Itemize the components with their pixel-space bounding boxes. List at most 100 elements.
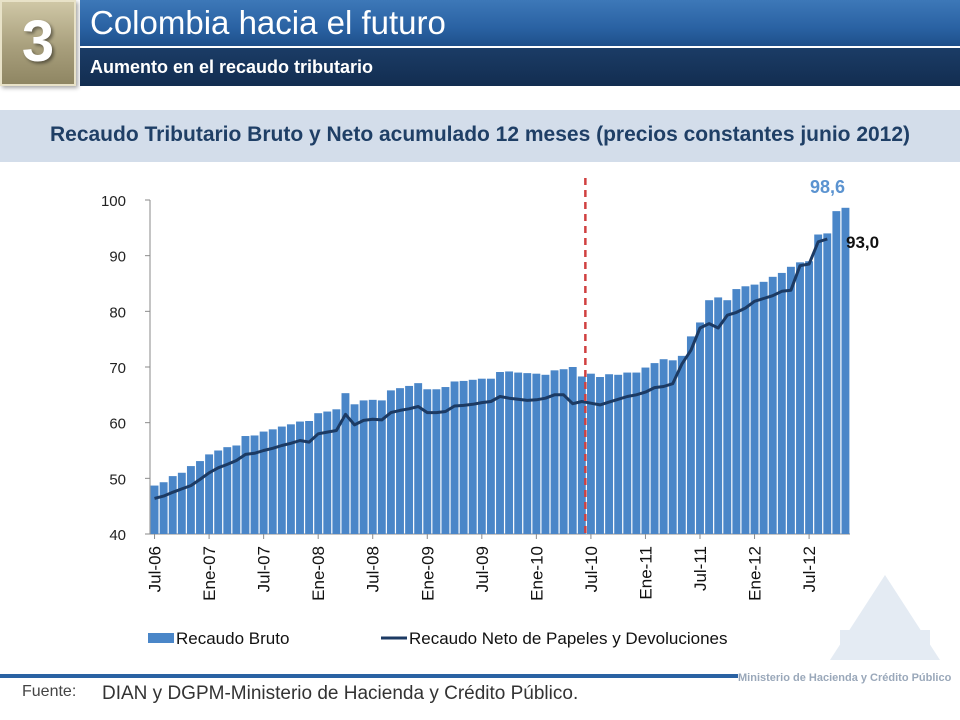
bar-recaudo-bruto [232, 445, 241, 534]
chart-title: Recaudo Tributario Bruto y Neto acumulad… [49, 123, 911, 146]
x-tick-label: Jul-08 [364, 546, 383, 592]
bar-recaudo-bruto [632, 372, 641, 534]
annotation-neto-last: 93,0 [846, 233, 879, 252]
bar-recaudo-bruto [332, 409, 341, 534]
x-tick-label: Jul-12 [800, 546, 819, 592]
bar-recaudo-bruto [768, 276, 777, 534]
bar-recaudo-bruto [214, 450, 223, 534]
y-tick-label: 50 [109, 471, 126, 488]
bar-recaudo-bruto [568, 367, 577, 534]
x-tick-label: Jul-10 [582, 546, 601, 592]
y-tick-label: 80 [109, 304, 126, 321]
bar-recaudo-bruto [659, 359, 668, 534]
bar-recaudo-bruto [277, 426, 286, 534]
bar-recaudo-bruto [586, 373, 595, 534]
bar-recaudo-bruto [823, 233, 832, 534]
bar-recaudo-bruto [714, 297, 723, 534]
bar-recaudo-bruto [359, 400, 368, 534]
bar-recaudo-bruto [350, 404, 359, 534]
bar-recaudo-bruto [777, 272, 786, 534]
bar-recaudo-bruto [377, 400, 386, 534]
y-tick-label: 70 [109, 360, 126, 377]
bar-recaudo-bruto [296, 421, 304, 534]
bar-recaudo-bruto [514, 372, 523, 534]
bar-recaudo-bruto [532, 373, 541, 534]
subtitle-bar: Aumento en el recaudo tributario [80, 48, 960, 86]
bar-recaudo-bruto [341, 393, 350, 534]
footer-source-label: Fuente: [22, 683, 77, 700]
section-number-badge: 3 [0, 0, 76, 86]
bar-recaudo-bruto [814, 234, 823, 534]
bar-recaudo-bruto [305, 420, 314, 534]
x-tick-label: Ene-09 [418, 546, 437, 601]
x-tick-label: Ene-10 [527, 546, 546, 601]
bar-recaudo-bruto [223, 447, 232, 534]
x-tick-label: Ene-12 [746, 546, 765, 601]
line-recaudo-neto [154, 237, 828, 500]
bar-recaudo-bruto [314, 413, 323, 534]
bar-recaudo-bruto [723, 300, 732, 534]
bar-recaudo-bruto [268, 429, 277, 534]
bar-recaudo-bruto [550, 370, 559, 534]
x-tick-label: Ene-07 [200, 546, 219, 601]
bar-recaudo-bruto [459, 380, 468, 534]
bar-recaudo-bruto [705, 300, 714, 534]
x-tick-label: Ene-11 [636, 546, 655, 600]
bar-recaudo-bruto [696, 322, 704, 534]
bar-recaudo-bruto [559, 369, 568, 534]
bar-recaudo-bruto [496, 372, 504, 534]
bar-recaudo-bruto [396, 388, 404, 534]
bar-recaudo-bruto [523, 373, 532, 534]
bar-recaudo-bruto [686, 336, 695, 534]
x-tick-label: Jul-07 [255, 546, 274, 592]
bar-recaudo-bruto [323, 411, 332, 534]
bar-recaudo-bruto [614, 374, 623, 534]
footer-rule [0, 674, 738, 678]
bar-recaudo-bruto [150, 485, 159, 534]
bar-recaudo-bruto [241, 436, 250, 534]
bar-recaudo-bruto [477, 378, 486, 534]
legend-label-neto: Recaudo Neto de Papeles y Devoluciones [409, 629, 727, 648]
bar-recaudo-bruto [414, 383, 423, 534]
bar-recaudo-bruto [468, 379, 477, 534]
bar-recaudo-bruto [786, 266, 795, 534]
y-tick-label: 90 [109, 249, 126, 266]
y-tick-label: 40 [109, 527, 126, 544]
bar-recaudo-bruto [832, 211, 841, 534]
bar-recaudo-bruto [841, 207, 850, 534]
title-bar: Colombia hacia el futuro [80, 0, 960, 46]
bar-recaudo-bruto [386, 390, 395, 534]
chart-title-band: Recaudo Tributario Bruto y Neto acumulad… [0, 110, 960, 162]
bar-recaudo-bruto [805, 261, 814, 534]
bar-recaudo-bruto [205, 454, 214, 534]
section-number: 3 [21, 9, 55, 74]
bar-recaudo-bruto [577, 376, 586, 534]
bar-recaudo-bruto [641, 367, 650, 534]
legend-label-bruto: Recaudo Bruto [176, 629, 289, 648]
bar-recaudo-bruto [677, 355, 686, 534]
bar-recaudo-bruto [541, 374, 550, 534]
bar-recaudo-bruto [432, 389, 441, 534]
x-tick-label: Jul-11 [691, 546, 710, 591]
bar-recaudo-bruto [177, 472, 186, 534]
x-tick-label: Jul-09 [473, 546, 492, 592]
bar-recaudo-bruto [596, 377, 604, 534]
bar-recaudo-bruto [605, 374, 614, 534]
bar-recaudo-bruto [650, 363, 659, 534]
bar-recaudo-bruto [441, 387, 450, 534]
bar-recaudo-bruto [186, 466, 195, 534]
bar-recaudo-bruto [450, 381, 459, 534]
bar-recaudo-bruto [168, 476, 177, 534]
ministry-watermark-icon [830, 575, 940, 660]
bar-recaudo-bruto [623, 372, 632, 534]
bar-recaudo-bruto [250, 435, 259, 534]
bar-recaudo-bruto [259, 431, 268, 534]
bar-recaudo-bruto [196, 461, 204, 534]
bar-recaudo-bruto [796, 262, 804, 534]
bar-recaudo-bruto [750, 284, 759, 534]
y-tick-label: 60 [109, 416, 126, 433]
legend-swatch-bruto [148, 633, 174, 643]
bar-recaudo-bruto [741, 286, 750, 534]
footer-ministry: Ministerio de Hacienda y Crédito Público [738, 672, 952, 684]
